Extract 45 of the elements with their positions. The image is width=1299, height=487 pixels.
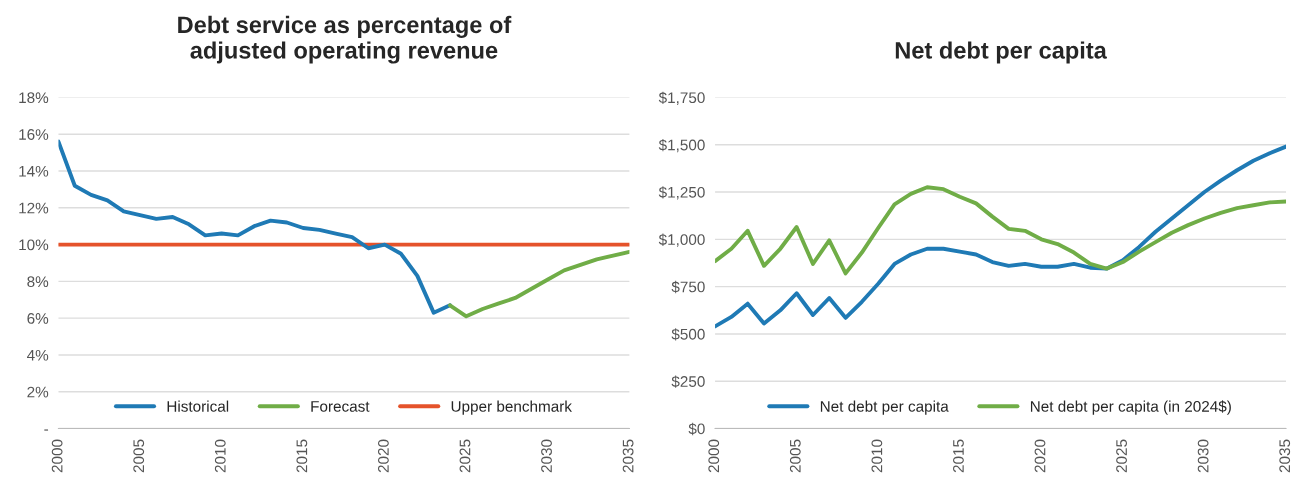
y-tick-label: 12% xyxy=(19,202,49,214)
x-tick-label: 2015 xyxy=(296,439,308,473)
y-tick-label: $1,500 xyxy=(658,138,705,153)
legend-label: Upper benchmark xyxy=(451,400,572,415)
chart-title: Net debt per capita xyxy=(895,41,1107,64)
y-tick-label: - xyxy=(44,429,49,431)
x-tick-label: 2035 xyxy=(622,439,634,473)
y-tick-label: $750 xyxy=(671,280,705,294)
line-series xyxy=(58,139,452,315)
y-tick-label: 14% xyxy=(19,165,49,177)
y-tick-label: $1,000 xyxy=(658,233,705,247)
y-tick-label: $1,250 xyxy=(658,186,705,200)
y-tick-label: 4% xyxy=(27,349,49,361)
x-tick-label: 2005 xyxy=(133,439,145,473)
legend-label: Historical xyxy=(167,400,229,412)
y-tick-label: 6% xyxy=(27,313,49,324)
x-tick-label: 2025 xyxy=(1116,439,1127,473)
y-tick-label: 8% xyxy=(27,276,49,288)
y-tick-label: 2% xyxy=(27,386,49,398)
y-tick-label: $500 xyxy=(671,328,705,341)
x-tick-label: 2030 xyxy=(1197,439,1209,473)
chart-title: Debt service as percentage of adjusted operating revenue xyxy=(178,15,512,64)
legend-label: Net debt per capita (in 2024$) xyxy=(1030,400,1231,415)
y-tick-label: 16% xyxy=(19,129,49,140)
y-tick-label: $1,750 xyxy=(658,91,705,105)
x-tick-label: 2015 xyxy=(953,439,964,473)
y-tick-label: 10% xyxy=(19,239,49,251)
legend-label: Forecast xyxy=(311,401,370,412)
line-series xyxy=(715,185,1287,276)
line-series xyxy=(715,144,1287,329)
line-series xyxy=(448,249,630,319)
x-tick-label: 2035 xyxy=(1279,439,1291,473)
x-tick-label: 2010 xyxy=(214,439,226,473)
y-tick-label: 18% xyxy=(19,92,49,104)
x-tick-label: 2030 xyxy=(541,439,552,473)
y-tick-label: $250 xyxy=(671,375,705,388)
x-tick-label: 2020 xyxy=(378,439,389,473)
x-tick-label: 2025 xyxy=(459,439,471,473)
y-tick-label: $0 xyxy=(688,422,705,436)
legend-label: Net debt per capita xyxy=(820,400,949,415)
x-tick-label: 2010 xyxy=(871,439,883,473)
x-tick-label: 2020 xyxy=(1034,439,1046,473)
x-tick-label: 2000 xyxy=(51,439,63,473)
x-tick-label: 2005 xyxy=(789,439,801,473)
x-tick-label: 2000 xyxy=(708,439,720,473)
